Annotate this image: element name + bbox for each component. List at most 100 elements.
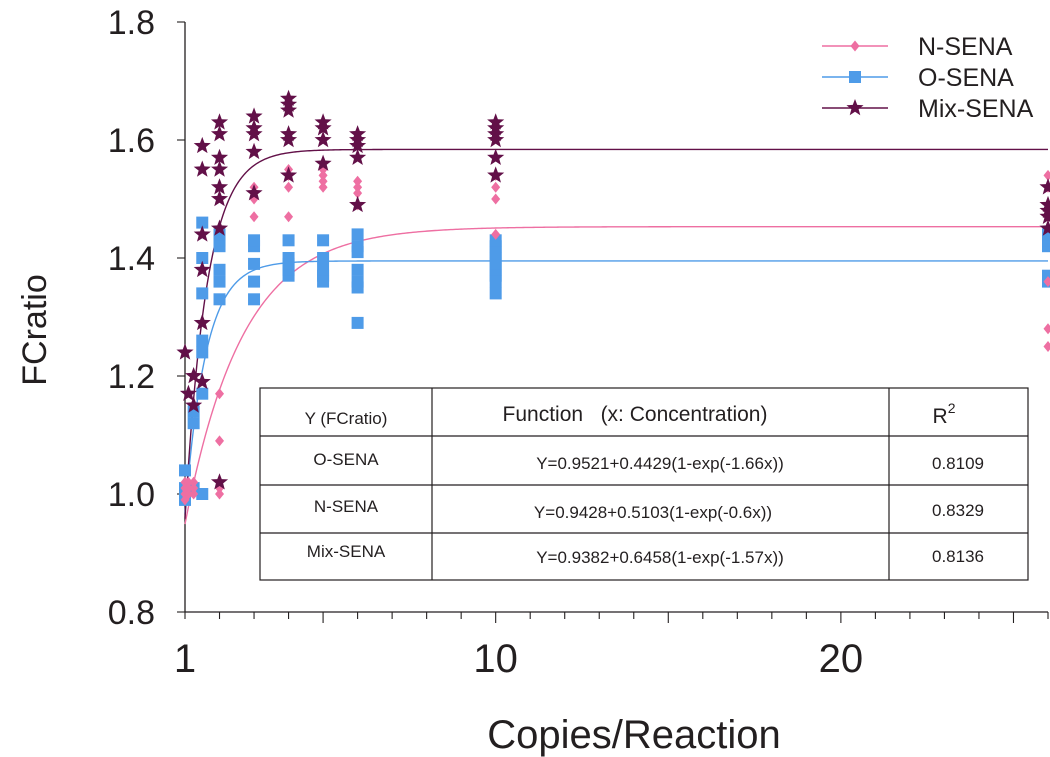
data-point-mix-sena: [193, 136, 211, 154]
data-point-mix-sena: [280, 101, 298, 118]
data-point-mix-sena: [193, 160, 211, 177]
table-row-0-name: O-SENA: [313, 450, 379, 469]
data-point-o-sena: [248, 234, 261, 247]
data-point-n-sena: [189, 482, 199, 494]
data-point-mix-sena: [487, 119, 505, 136]
data-point-mix-sena: [487, 148, 505, 165]
data-point-mix-sena: [314, 119, 332, 136]
data-point-o-sena: [282, 234, 295, 247]
data-point-o-sena: [351, 240, 364, 253]
table-row-0-r2: 0.8109: [932, 454, 984, 473]
data-point-mix-sena: [210, 148, 229, 165]
table-grid: [260, 388, 1028, 580]
table-row-1-function: Y=0.9428+0.5103(1-exp(-0.6x)): [534, 503, 772, 522]
table-row-2-function: Y=0.9382+0.6458(1-exp(-1.57x)): [536, 548, 784, 567]
data-point-n-sena: [318, 169, 328, 181]
fit-table: Y (FCratio) Function (x: Concentration) …: [259, 387, 1029, 581]
data-point-mix-sena: [314, 154, 332, 171]
data-point-mix-sena: [193, 225, 211, 242]
y-tick-label: 0.8: [108, 594, 155, 632]
fit-curve-n-sena: [184, 225, 1048, 525]
data-point-o-sena: [213, 275, 226, 288]
y-tick-label: 1.8: [108, 4, 155, 42]
y-tick-label: 1.6: [108, 122, 155, 160]
data-point-o-sena: [351, 316, 364, 329]
y-tick-label: 1.0: [108, 476, 155, 514]
table-row-2-name: Mix-SENA: [307, 542, 386, 561]
data-point-mix-sena: [193, 313, 211, 331]
data-point-mix-sena: [349, 136, 367, 154]
data-point-mix-sena: [210, 160, 229, 177]
data-point-mix-sena: [210, 219, 229, 236]
data-point-mix-sena: [314, 131, 332, 148]
data-point-mix-sena: [314, 113, 332, 130]
data-point-o-sena: [196, 346, 209, 359]
data-point-o-sena: [213, 293, 226, 306]
legend: N-SENA O-SENA Mix-SENA: [822, 33, 1034, 123]
data-point-mix-sena: [176, 343, 194, 360]
data-point-mix-sena: [280, 166, 298, 183]
data-point-n-sena: [183, 476, 193, 488]
data-point-mix-sena: [210, 113, 229, 130]
data-point-mix-sena: [193, 260, 211, 278]
data-point-n-sena: [183, 482, 193, 494]
legend-marker: [849, 71, 861, 83]
data-point-mix-sena: [210, 190, 229, 207]
table-header-r-squared: R2: [933, 400, 956, 428]
y-axis-label: FCratio: [16, 274, 54, 385]
table-row-2-r2: 0.8136: [932, 547, 984, 566]
data-point-n-sena: [353, 187, 363, 199]
data-point-o-sena: [1042, 269, 1050, 282]
data-point-o-sena: [351, 275, 364, 288]
data-point-mix-sena: [487, 113, 505, 130]
data-point-o-sena: [317, 263, 330, 276]
legend-label: O-SENA: [918, 64, 1014, 92]
table-frame: [259, 387, 1029, 581]
data-point-o-sena: [187, 417, 200, 430]
data-point-n-sena: [215, 388, 225, 400]
data-point-mix-sena: [349, 131, 367, 148]
data-point-n-sena: [318, 181, 328, 193]
data-point-n-sena: [491, 193, 501, 205]
data-point-mix-sena: [349, 148, 367, 165]
data-point-o-sena: [1042, 228, 1050, 241]
x-tick-label: 1: [174, 637, 196, 681]
legend-marker: [846, 99, 864, 116]
data-point-n-sena: [215, 488, 225, 500]
legend-label: N-SENA: [918, 33, 1013, 61]
fit-curve-o-sena: [184, 260, 1048, 514]
data-point-mix-sena: [349, 125, 367, 142]
table-header-function: Function (x: Concentration): [503, 403, 768, 426]
data-point-n-sena: [1043, 169, 1050, 181]
data-point-n-sena: [318, 175, 328, 187]
data-point-mix-sena: [245, 107, 263, 124]
data-point-o-sena: [213, 263, 226, 276]
data-point-o-sena: [317, 234, 330, 247]
table-row-0-function: Y=0.9521+0.4429(1-exp(-1.66x)): [536, 454, 784, 473]
data-point-mix-sena: [185, 396, 203, 413]
data-point-n-sena: [249, 211, 259, 223]
data-point-n-sena: [1043, 276, 1050, 288]
data-points: [176, 89, 1050, 506]
data-point-mix-sena: [487, 125, 505, 142]
data-point-o-sena: [196, 252, 209, 264]
data-point-n-sena: [189, 476, 199, 488]
data-point-n-sena: [491, 181, 501, 193]
data-point-n-sena: [284, 181, 294, 193]
data-point-mix-sena: [280, 125, 298, 142]
data-point-n-sena: [491, 228, 501, 240]
data-point-o-sena: [351, 263, 364, 276]
data-point-mix-sena: [193, 372, 211, 390]
fit-curve-mix-sena: [184, 148, 1048, 519]
table-row-1-name: N-SENA: [314, 497, 379, 516]
x-axis-label: Copies/Reaction: [487, 713, 781, 757]
axis-ticks: 0.8 1.0 1.2 1.4 1.6 1.8 1 10 20: [108, 4, 1049, 681]
data-point-o-sena: [179, 464, 191, 477]
data-point-mix-sena: [245, 125, 263, 142]
data-point-o-sena: [248, 275, 261, 288]
legend-marker: [850, 40, 860, 52]
data-point-n-sena: [284, 211, 294, 223]
data-point-o-sena: [489, 234, 502, 247]
data-point-o-sena: [248, 257, 261, 270]
